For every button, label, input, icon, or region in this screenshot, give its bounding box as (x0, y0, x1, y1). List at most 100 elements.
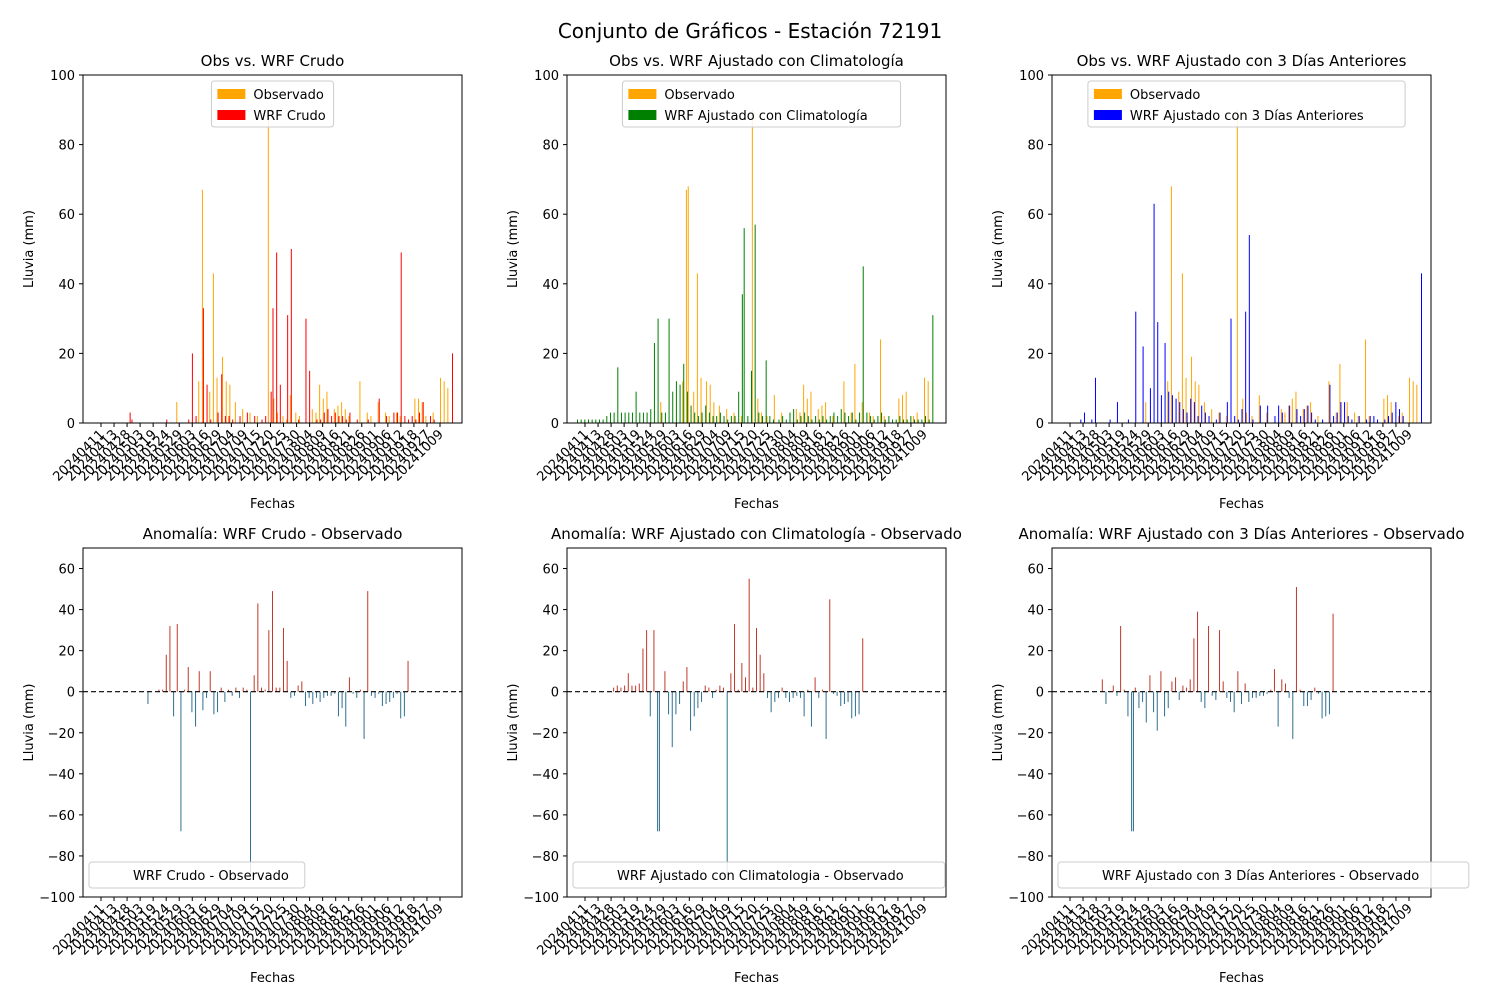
data-bar (235, 687, 237, 692)
data-bar (733, 412, 735, 423)
data-bar (359, 689, 361, 692)
data-bar (799, 691, 801, 698)
data-bar (246, 689, 248, 692)
data-bar (1171, 395, 1173, 423)
data-bar (895, 419, 897, 423)
data-bar (1211, 409, 1213, 423)
data-bar (267, 109, 269, 424)
data-bar (282, 628, 284, 692)
legend: WRF Ajustado con 3 Días Anteriores - Obs… (1057, 861, 1470, 889)
data-bar (932, 315, 934, 423)
data-bar (392, 691, 394, 698)
data-bar (180, 691, 182, 832)
data-bar (217, 691, 219, 713)
y-tick-label: 60 (1027, 208, 1044, 223)
data-bar (606, 416, 608, 423)
data-bar (620, 687, 622, 692)
data-bar (1267, 405, 1269, 423)
data-bar (1395, 402, 1397, 423)
data-bar (1277, 691, 1279, 727)
y-tick-label: −20 (48, 727, 75, 742)
data-bar (1094, 377, 1096, 423)
data-bar (1307, 405, 1309, 423)
chart-title: Anomalía: WRF Ajustado con 3 Días Anteri… (1018, 525, 1464, 543)
data-bar (165, 654, 167, 692)
data-bar (818, 419, 820, 423)
y-tick-label: 60 (58, 208, 75, 223)
data-bar (829, 416, 831, 423)
data-bar (421, 402, 423, 423)
data-bar (646, 630, 648, 692)
data-bar (158, 689, 160, 692)
data-bar (1241, 691, 1242, 705)
data-bar (1230, 691, 1232, 702)
data-bar (1314, 687, 1316, 692)
data-bar (1170, 186, 1172, 423)
data-bar (1281, 679, 1283, 692)
y-tick-label: 40 (58, 278, 75, 293)
data-bar (602, 419, 604, 423)
data-bar (693, 391, 695, 423)
y-tick-label: 80 (542, 139, 559, 154)
data-bar (598, 419, 600, 423)
data-bar (850, 412, 852, 423)
data-bar (400, 691, 402, 719)
data-bar (334, 691, 336, 694)
data-bar (584, 419, 586, 423)
data-bar (848, 416, 850, 423)
chart-panel-1: Obs vs. WRF Crudo02040608010020240411202… (22, 52, 463, 512)
legend-swatch (628, 89, 657, 99)
data-bar (1310, 402, 1312, 423)
y-tick-label: 60 (1027, 563, 1044, 578)
data-bar (1091, 419, 1093, 423)
data-bar (228, 416, 230, 423)
data-bar (708, 687, 710, 692)
data-bar (257, 603, 259, 692)
data-bar (1236, 109, 1238, 424)
data-bar (1178, 391, 1180, 423)
data-bar (743, 228, 745, 423)
data-bar (359, 381, 361, 423)
data-bar (279, 687, 281, 692)
data-bar (220, 687, 222, 692)
data-bar (777, 691, 779, 698)
data-bar (795, 409, 797, 423)
data-bar (1175, 677, 1177, 692)
data-bar (709, 384, 711, 423)
data-bar (1258, 395, 1260, 423)
data-bar (1168, 391, 1170, 423)
data-bar (587, 419, 589, 423)
data-bar (1201, 405, 1203, 423)
data-bar (298, 416, 300, 423)
data-bar (682, 681, 684, 692)
data-bar (869, 412, 871, 423)
data-bar (1366, 419, 1368, 423)
data-bar (201, 189, 203, 423)
data-bar (706, 381, 708, 423)
data-bar (323, 412, 325, 423)
y-tick-label: −100 (523, 891, 559, 906)
data-bar (914, 419, 916, 423)
y-axis-label: Lluvia (mm) (506, 684, 521, 762)
data-bar (704, 685, 706, 692)
data-bar (1354, 412, 1356, 423)
data-bar (778, 419, 780, 423)
data-bar (202, 308, 204, 423)
legend-entry-label: Observado (1130, 88, 1201, 103)
data-bar (829, 599, 831, 692)
y-tick-label: −20 (532, 727, 559, 742)
data-bar (1142, 346, 1144, 423)
data-bar (1186, 687, 1188, 692)
data-bar (272, 591, 273, 692)
data-bar (1156, 691, 1158, 731)
y-tick-label: −60 (48, 809, 75, 824)
legend-entry-label: Observado (664, 88, 735, 103)
data-bar (1112, 685, 1114, 692)
plot-frame (1051, 74, 1432, 424)
data-bar (397, 412, 399, 423)
data-bar (1347, 416, 1349, 423)
data-bar (818, 691, 820, 698)
data-bar (396, 691, 398, 694)
y-tick-label: 100 (50, 69, 75, 84)
y-tick-label: −100 (1008, 891, 1044, 906)
